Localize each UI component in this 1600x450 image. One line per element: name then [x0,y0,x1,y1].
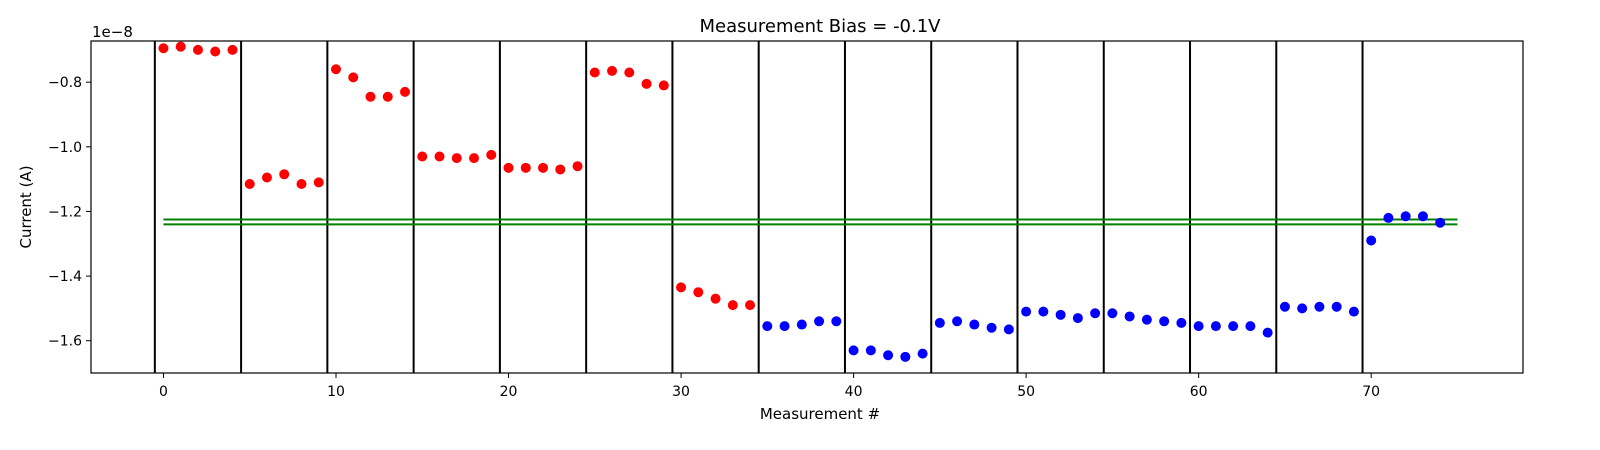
green-reference-lines [163,218,1458,226]
data-point [400,86,411,97]
data-point [1141,314,1152,325]
data-point [365,91,376,102]
data-point [1038,306,1049,317]
data-point [1228,321,1239,332]
data-point [658,80,669,91]
data-point [900,351,911,362]
data-point [1383,212,1394,223]
data-point [848,345,859,356]
data-point [348,72,359,83]
data-point [1435,217,1446,228]
data-point [1366,235,1377,246]
data-point [192,44,203,55]
data-point [814,316,825,327]
data-point [1314,301,1325,312]
data-point [762,321,773,332]
data-point [175,41,186,52]
data-point [1124,311,1135,322]
data-point [952,316,963,327]
data-point [555,164,566,175]
data-point [641,78,652,89]
data-point [1055,309,1066,320]
data-point [313,177,324,188]
x-tick-label: 40 [845,384,863,400]
data-point [589,67,600,78]
data-point [382,91,393,102]
data-point [261,172,272,183]
data-point [917,348,928,359]
x-axis-label: Measurement # [760,405,880,423]
y-axis-label: Current (A) [17,165,35,248]
data-point [1400,211,1411,222]
data-point [624,67,635,78]
data-point [417,151,428,162]
data-point [538,162,549,173]
data-point [451,153,462,164]
data-point [469,153,480,164]
data-point [279,169,290,180]
x-tick-label: 20 [500,384,518,400]
data-point [831,316,842,327]
data-point [434,151,445,162]
data-point [676,282,687,293]
data-point [1245,321,1256,332]
data-point [727,300,738,311]
y-axis-ticks: −1.6 −1.4 −1.2 −1.0 −0.8 [48,75,91,350]
data-point [1262,327,1273,338]
data-point [330,64,341,75]
y-tick-label: −1.6 [48,334,82,350]
x-tick-label: 60 [1190,384,1208,400]
data-point [883,350,894,361]
plot-frame [90,40,1524,374]
data-point [1279,301,1290,312]
data-point [1297,303,1308,314]
chart-title: Measurement Bias = -0.1V [699,16,941,37]
x-tick-label: 30 [672,384,690,400]
x-tick-label: 50 [1017,384,1035,400]
y-tick-label: −1.2 [48,204,82,220]
data-point [796,319,807,330]
data-point [210,46,221,57]
data-point [1348,306,1359,317]
data-point [1021,306,1032,317]
x-tick-label: 10 [327,384,345,400]
data-point [607,65,618,76]
data-point [710,293,721,304]
data-point [1107,308,1118,319]
data-point [865,345,876,356]
y-tick-label: −1.4 [48,269,82,285]
data-point [520,162,531,173]
data-point [745,300,756,311]
data-point [986,322,997,333]
x-tick-label: 0 [159,384,168,400]
data-point [1417,211,1428,222]
y-tick-label: −1.0 [48,140,82,156]
data-point [1159,316,1170,327]
data-point [503,162,514,173]
y-offset-label: 1e−8 [92,23,133,41]
data-point [296,178,307,189]
data-point [486,149,497,160]
data-point [969,319,980,330]
data-point [1090,308,1101,319]
data-point [934,317,945,328]
data-points [158,41,1446,362]
data-point [693,287,704,298]
data-point [1072,313,1083,324]
data-point [572,161,583,172]
x-tick-label: 70 [1362,384,1380,400]
y-tick-label: −0.8 [48,75,82,91]
data-point [227,44,238,55]
vertical-separator-lines [153,41,1364,373]
data-point [1331,301,1342,312]
data-point [1176,317,1187,328]
x-axis-ticks: 0 10 20 30 40 50 60 70 [159,373,1380,400]
data-point [158,43,169,54]
data-point [1210,321,1221,332]
data-point [244,178,255,189]
data-point [779,321,790,332]
data-point [1003,324,1014,335]
data-point [1193,321,1204,332]
